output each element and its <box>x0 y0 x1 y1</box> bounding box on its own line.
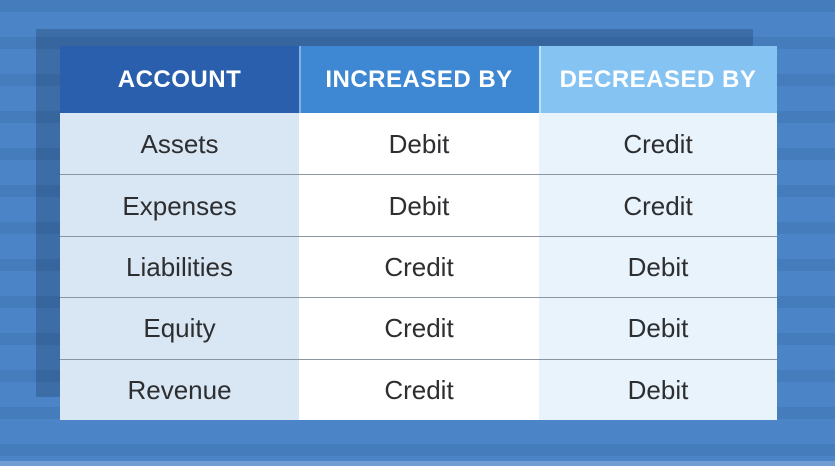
cell-liabilities-decreased-by: Debit <box>539 235 777 298</box>
cell-revenue-decreased-by: Debit <box>539 358 777 420</box>
cell-revenue-account: Revenue <box>60 358 299 420</box>
bottom-edge-highlight <box>0 461 835 466</box>
accounting-rules-table: ACCOUNT INCREASED BY DECREASED BY Assets… <box>60 46 777 420</box>
cell-revenue-increased-by: Credit <box>299 358 539 420</box>
column-header-increased-by: INCREASED BY <box>299 46 539 113</box>
cell-assets-decreased-by: Credit <box>539 113 777 175</box>
column-header-account: ACCOUNT <box>60 46 299 113</box>
cell-liabilities-increased-by: Credit <box>299 235 539 298</box>
cell-expenses-account: Expenses <box>60 174 299 236</box>
cell-expenses-decreased-by: Credit <box>539 174 777 236</box>
cell-liabilities-account: Liabilities <box>60 235 299 298</box>
cell-equity-decreased-by: Debit <box>539 297 777 359</box>
cell-equity-increased-by: Credit <box>299 297 539 359</box>
cell-assets-account: Assets <box>60 113 299 175</box>
column-header-decreased-by: DECREASED BY <box>539 46 777 113</box>
cell-assets-increased-by: Debit <box>299 113 539 175</box>
cell-equity-account: Equity <box>60 297 299 359</box>
cell-expenses-increased-by: Debit <box>299 174 539 236</box>
